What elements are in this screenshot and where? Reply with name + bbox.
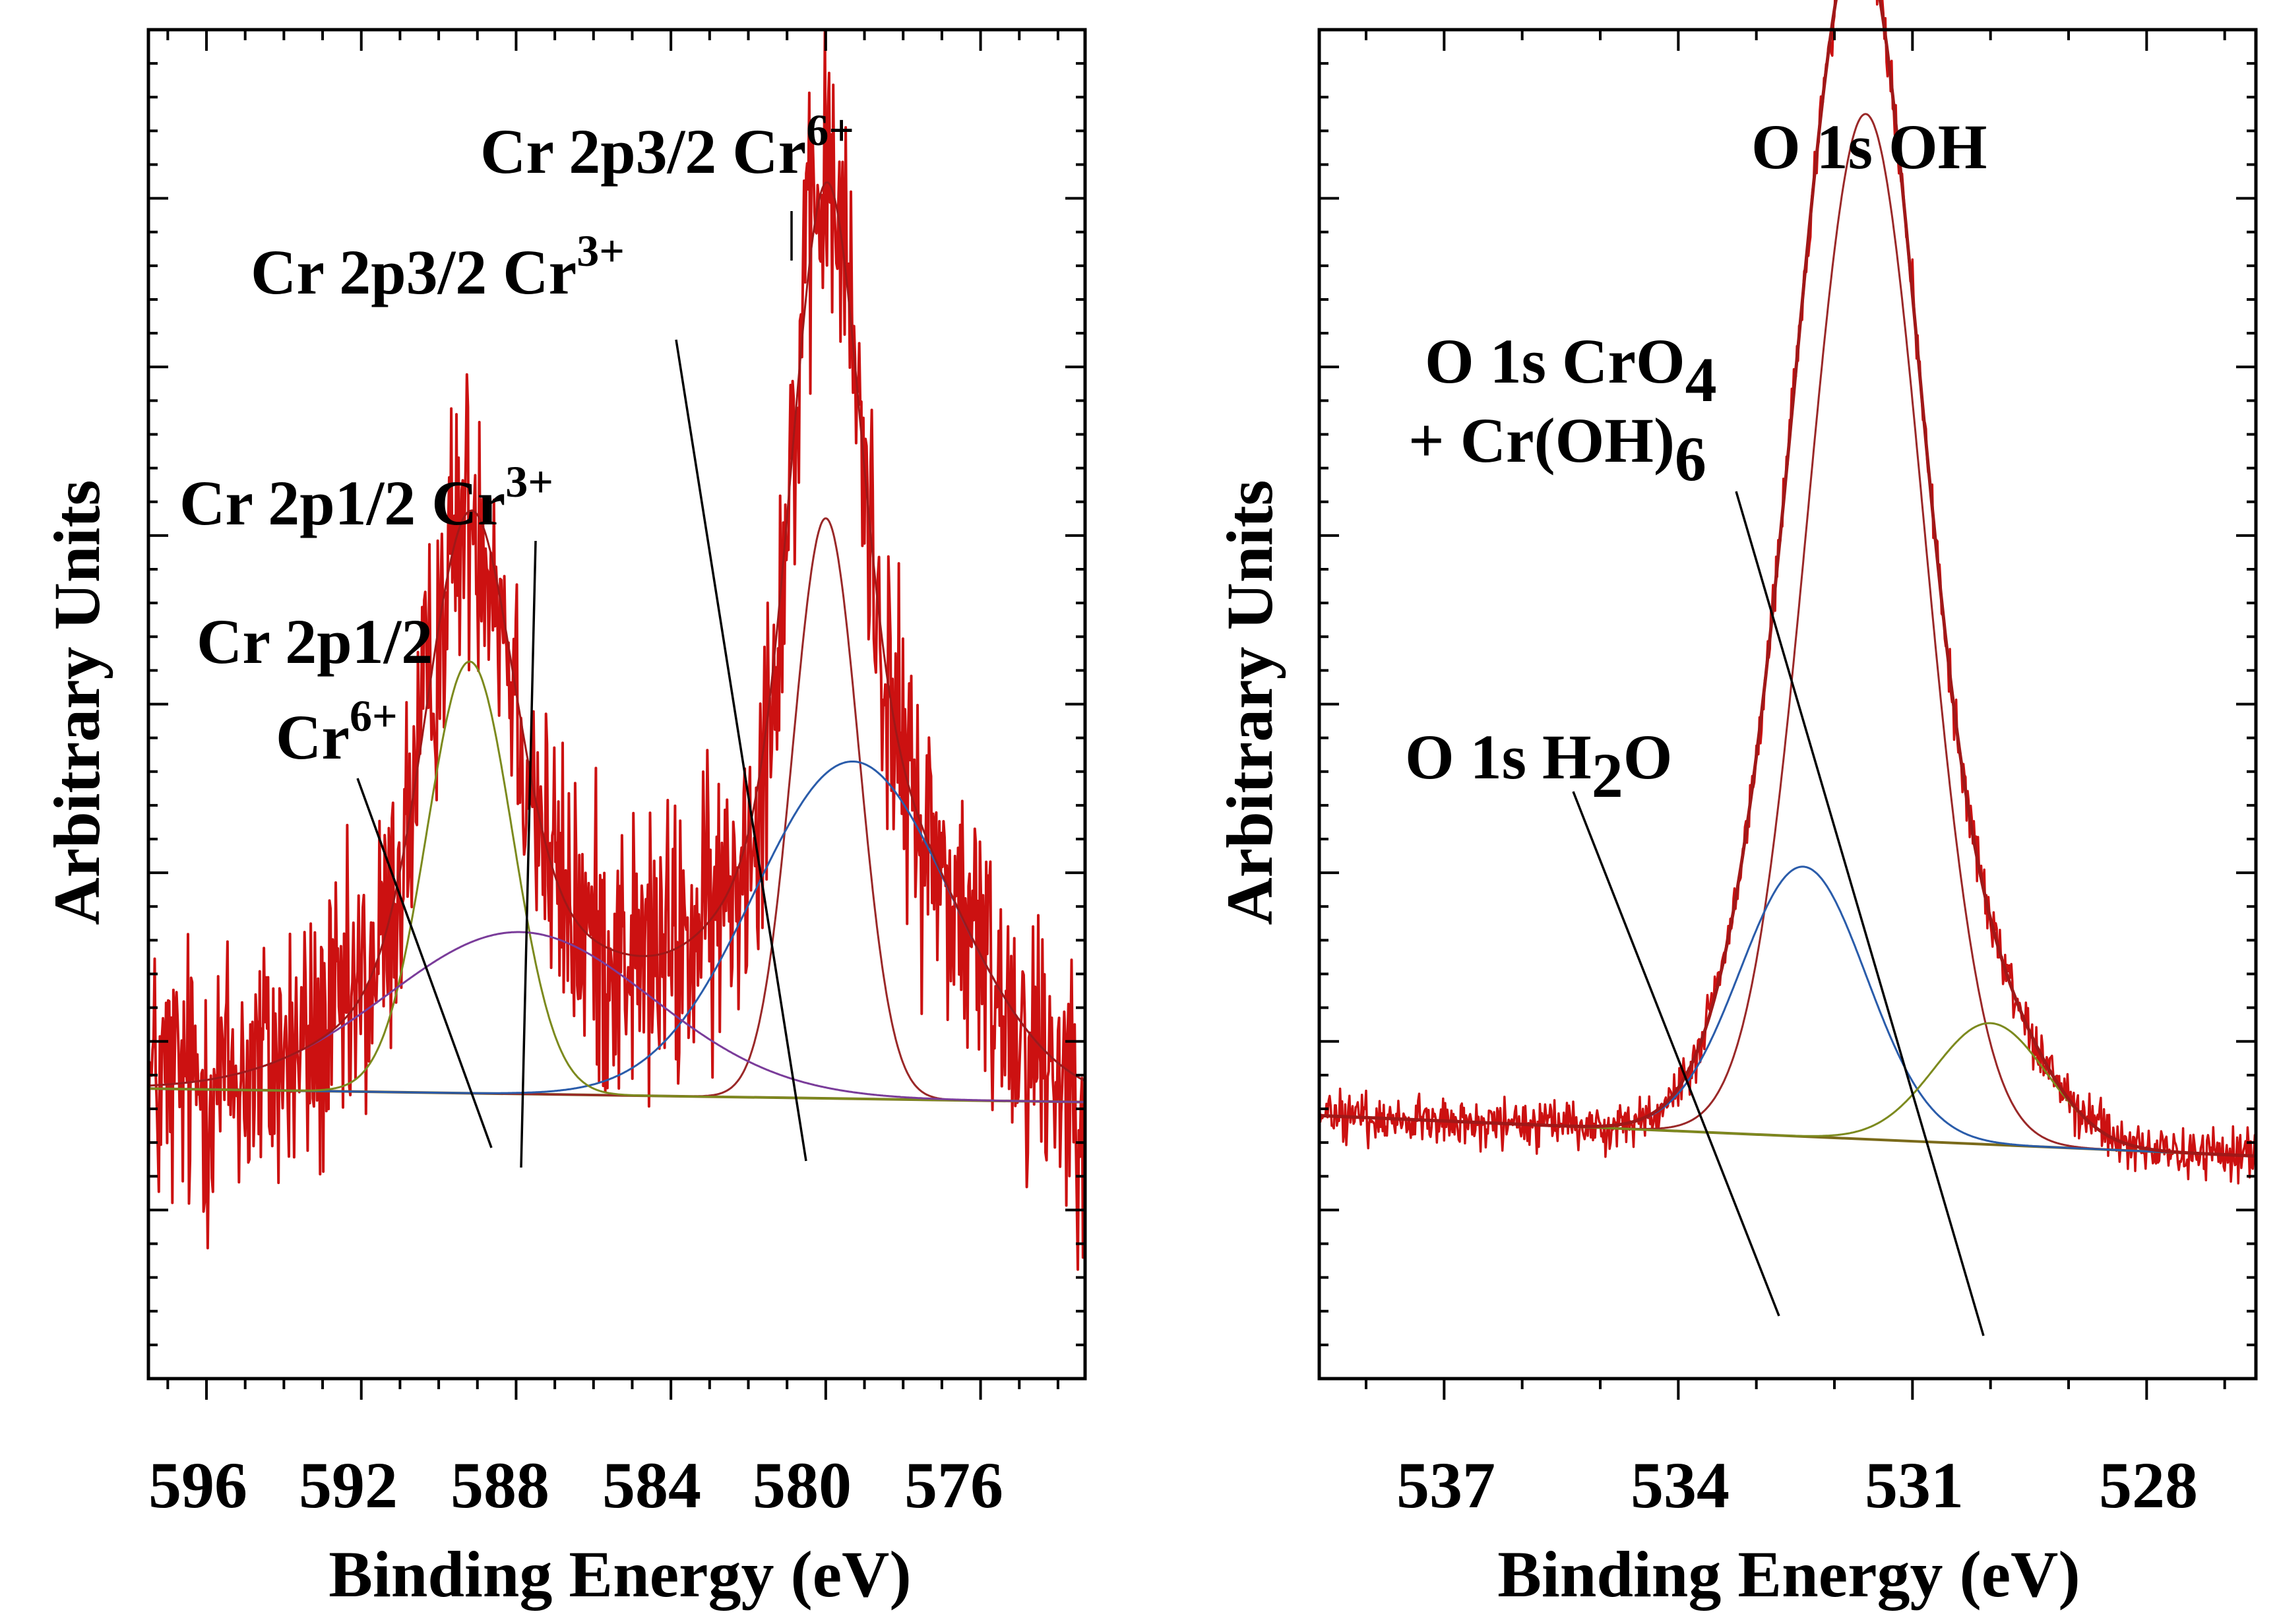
annotation-sub: 4 <box>1685 344 1717 415</box>
cr2p-component-peak-2 <box>148 660 1085 1104</box>
annotation-sup: 6+ <box>350 691 398 741</box>
annotation-sub: 2 <box>1592 740 1623 811</box>
annotation-o1s-h2o: O 1s H2O <box>1405 722 1672 811</box>
annotation-o1s-cro4-line2: + Cr(OH)6 <box>1408 405 1706 494</box>
o1s-leader-lines <box>1572 491 1985 1336</box>
o1s-x-tick-labels: 537 534 531 528 <box>1396 1449 2198 1522</box>
annotation-text: O 1s CrO <box>1425 326 1685 396</box>
annotation-sup: 3+ <box>577 226 625 276</box>
annotation-cr2p12-cr3: Cr 2p1/2 Cr3+ <box>179 456 553 538</box>
leader-line-cr2p12-cr3 <box>520 540 537 1168</box>
o1s-annotations: O 1s OH O 1s CrO4 + Cr(OH)6 O 1s H2O <box>1405 111 1987 811</box>
o1s-chart: 537 534 531 528 Binding Energy (eV) Arbi… <box>1213 0 2258 1611</box>
annotation-text: Cr 2p1/2 Cr <box>179 468 505 538</box>
o1s-curves <box>1318 0 2257 1185</box>
cr2p-leader-lines <box>356 211 807 1168</box>
cr2p-x-tick-label: 596 <box>148 1449 247 1522</box>
o1s-x-axis-title: Binding Energy (eV) <box>1497 1538 2080 1611</box>
annotation-o1s-oh: O 1s OH <box>1751 111 1987 182</box>
annotation-text: O 1s H <box>1405 722 1592 792</box>
o1s-y-axis-title: Arbitrary Units <box>1213 480 1286 925</box>
annotation-text: Cr 2p3/2 Cr <box>480 116 806 187</box>
cr2p-annotations: Cr 2p3/2 Cr6+ Cr 2p3/2 Cr3+ Cr 2p1/2 Cr3… <box>179 105 854 772</box>
annotation-cr2p12-cr6-line2: Cr6+ <box>276 691 398 772</box>
o1s-plot-frame <box>1317 28 2258 1381</box>
cr2p-raw-data-line <box>147 28 1086 1271</box>
annotation-text: Cr <box>276 702 350 772</box>
annotation-o1s-cro4-line1: O 1s CrO4 <box>1425 326 1717 415</box>
cr2p-curves <box>147 28 1086 1271</box>
cr2p-x-tick-label: 580 <box>753 1449 852 1522</box>
annotation-text: Cr 2p3/2 Cr <box>251 237 577 307</box>
o1s-x-tick-label: 531 <box>1865 1449 1964 1522</box>
cr2p-x-tick-label: 588 <box>451 1449 549 1522</box>
annotation-sup: 3+ <box>505 456 553 507</box>
o1s-fit-envelope-line <box>1319 0 2257 1158</box>
annotation-text: + Cr(OH) <box>1408 405 1675 476</box>
annotation-sub: 6 <box>1675 423 1706 494</box>
leader-line-o1s-h2o <box>1572 791 1780 1317</box>
annotation-sup: 6+ <box>806 105 854 155</box>
cr2p-x-tick-label: 592 <box>299 1449 398 1522</box>
leader-line-o1s-cro4 <box>1735 491 1985 1336</box>
o1s-x-tick-label: 537 <box>1396 1449 1495 1522</box>
cr2p-chart: 596 592 588 584 580 576 Binding Energy (… <box>40 28 1087 1611</box>
cr2p-x-tick-labels: 596 592 588 584 580 576 <box>148 1449 1003 1522</box>
o1s-ticks <box>1319 28 2256 1400</box>
leader-line-cr2p12-cr6 <box>356 778 493 1148</box>
leader-line-cr2p32-cr3 <box>675 339 807 1162</box>
cr2p-x-axis-title: Binding Energy (eV) <box>328 1538 911 1611</box>
annotation-cr2p32-cr3: Cr 2p3/2 Cr3+ <box>251 226 625 307</box>
cr2p-x-tick-label: 584 <box>602 1449 701 1522</box>
cr2p-fit-envelope-line <box>148 181 1086 1087</box>
annotation-cr2p12-cr6-line1: Cr 2p1/2 <box>197 606 433 677</box>
annotation-text-after: O <box>1623 722 1673 792</box>
o1s-x-tick-label: 534 <box>1631 1449 1730 1522</box>
annotation-cr2p32-cr6: Cr 2p3/2 Cr6+ <box>480 105 854 187</box>
cr2p-plot-frame <box>146 28 1087 1381</box>
cr2p-y-axis-title: Arbitrary Units <box>40 480 113 925</box>
cr2p-x-tick-label: 576 <box>904 1449 1003 1522</box>
o1s-x-tick-label: 528 <box>2099 1449 2198 1522</box>
